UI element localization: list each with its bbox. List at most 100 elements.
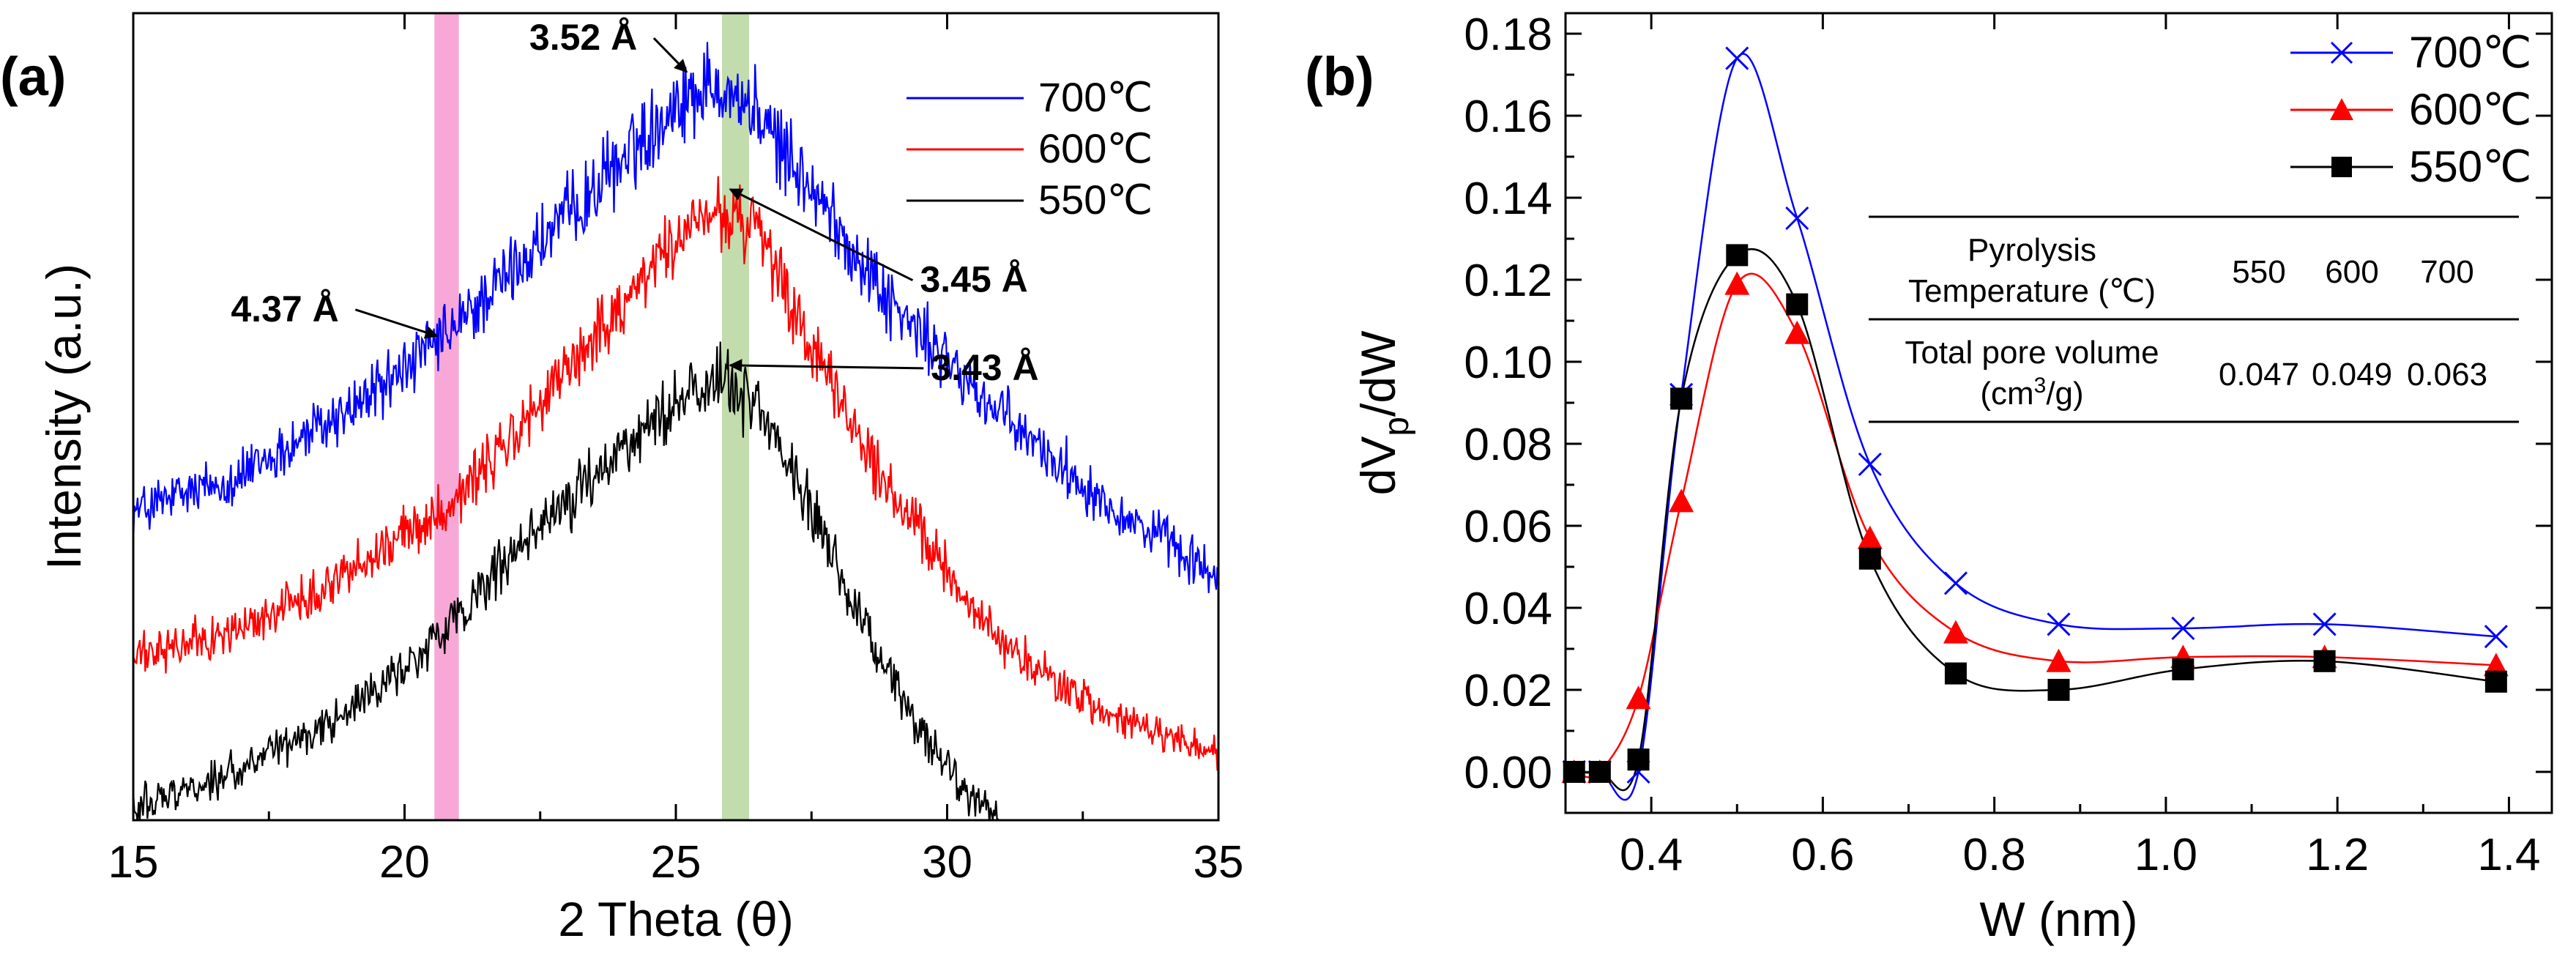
legend-label-b: 600℃ <box>2409 85 2532 134</box>
x-tick-label-b: 1.0 <box>2134 830 2197 880</box>
x-axis-title-b: W (nm) <box>1979 892 2137 946</box>
marker-square <box>1588 761 1611 783</box>
table-cell: 0.063 <box>2407 357 2487 393</box>
table-row2-unit-tail: /g) <box>2046 376 2083 412</box>
plot-area-b <box>1574 53 2497 801</box>
y-tick-label-b: 0.06 <box>1464 502 1552 552</box>
panel-a: 15 20 25 30 35 2 Theta (θ) Intensity (a.u.) (a)… <box>0 12 1244 946</box>
series-curve-2 <box>1574 248 2497 792</box>
y-tick-label-b: 0.12 <box>1464 256 1552 306</box>
marker-square <box>1944 662 1967 685</box>
legend-b: 700℃ 600℃ 550℃ <box>2290 28 2532 191</box>
table-row2-label: (cm3/g) <box>1980 373 2083 412</box>
table-row1-label: Temperature (℃) <box>1908 273 2156 309</box>
x-axis-title-a: 2 Theta (θ) <box>558 892 794 946</box>
marker-triangle <box>1724 271 1750 295</box>
marker-x <box>1943 571 1968 595</box>
annotation-label: 3.52 Å <box>529 17 637 58</box>
y-tick-label-b: 0.00 <box>1464 748 1552 798</box>
y-tick-label-b: 0.02 <box>1464 666 1552 716</box>
table-cell: 600 <box>2325 254 2378 290</box>
table-row2-unit-sup: 3 <box>2034 373 2047 398</box>
annotation-arrow <box>729 188 914 282</box>
y-axis-title-b: dVp/dW <box>1351 330 1416 495</box>
plot-area-a <box>133 42 1218 820</box>
annotation-label: 4.37 Å <box>231 289 338 330</box>
marker-triangle <box>2046 648 2071 672</box>
table-cell: 0.047 <box>2219 357 2299 393</box>
panel-b: 0.00 0.02 0.04 0.06 0.08 0.10 0.12 0.14 0.16 0.18… <box>1305 10 2553 946</box>
marker-x <box>2312 612 2337 636</box>
marker-triangle <box>1943 620 1968 644</box>
marker-triangle <box>1626 685 1651 710</box>
marker-square <box>1726 244 1749 267</box>
annotation-arrow <box>354 308 439 339</box>
marker-square <box>1563 761 1585 783</box>
y-axis-title-tail: /dW <box>1351 330 1405 417</box>
x-tick-label-a: 25 <box>651 837 701 888</box>
marker-square <box>2172 658 2195 680</box>
x-tick-label-b: 1.4 <box>2477 830 2540 880</box>
marker-square <box>2313 650 2336 672</box>
marker-square <box>1858 547 1881 570</box>
table-row1-label: Pyrolysis <box>1968 232 2096 268</box>
marker-x <box>1858 452 1882 477</box>
marker-square <box>1786 293 1809 316</box>
annotation-label: 3.43 Å <box>931 347 1038 388</box>
series-curve-0 <box>1574 53 2496 801</box>
marker-triangle <box>1857 525 1883 549</box>
highlight-band-pink <box>434 13 459 820</box>
plot-frame-b <box>1564 12 2553 814</box>
series-line-0 <box>133 42 1218 593</box>
y-tick-label-b: 0.14 <box>1464 174 1552 224</box>
y-tick-label-b: 0.10 <box>1464 338 1552 388</box>
marker-square <box>2331 157 2352 177</box>
legend-label-b: 700℃ <box>2409 28 2532 77</box>
series-line-1 <box>133 176 1218 771</box>
y-tick-label-b: 0.08 <box>1464 420 1552 470</box>
highlight-band-green <box>721 13 750 820</box>
marker-x <box>2047 612 2071 636</box>
marker-square <box>2484 670 2507 693</box>
marker-triangle <box>2483 652 2509 677</box>
marker-square <box>1627 748 1650 771</box>
x-tick-label-b: 0.6 <box>1791 830 1854 880</box>
panel-label-a: (a) <box>0 46 66 107</box>
annotation-arrow <box>729 359 924 373</box>
x-tick-label-a: 15 <box>108 837 159 888</box>
marker-x <box>2484 625 2508 649</box>
marker-x <box>2171 616 2195 641</box>
x-tick-label-b: 0.4 <box>1620 830 1683 880</box>
series-line-2 <box>133 341 999 820</box>
x-tick-label-a: 20 <box>379 837 430 888</box>
marker-x <box>2330 41 2353 64</box>
y-tick-label-b: 0.04 <box>1464 584 1552 634</box>
table-row2-unit-main: (cm <box>1980 376 2033 412</box>
marker-triangle <box>1669 488 1694 513</box>
legend-a: 700℃ 600℃ 550℃ <box>907 74 1153 223</box>
marker-x <box>1785 206 1809 231</box>
marker-square <box>1670 387 1693 410</box>
x-tick-label-a: 35 <box>1194 837 1244 888</box>
marker-triangle <box>2330 98 2353 120</box>
y-axis-title-sub: p <box>1377 417 1416 436</box>
annotation-arrow <box>652 37 688 73</box>
y-tick-label-b: 0.18 <box>1464 10 1552 60</box>
table-row2-label: Total pore volume <box>1905 335 2159 371</box>
marker-square <box>2047 679 2070 701</box>
x-tick-label-b: 1.2 <box>2306 830 2369 880</box>
panel-label-b: (b) <box>1305 46 1374 107</box>
marker-x <box>1725 46 1749 70</box>
y-axis-title-a: Intensity (a.u.) <box>37 264 91 570</box>
y-axis-title-main: dV <box>1351 436 1405 496</box>
legend-label-a: 600℃ <box>1038 125 1153 171</box>
legend-label-a: 550℃ <box>1038 176 1153 223</box>
x-tick-label-b: 0.8 <box>1963 830 2026 880</box>
y-tick-label-b: 0.16 <box>1464 92 1552 142</box>
marker-triangle <box>1784 320 1810 344</box>
inset-table: Pyrolysis Temperature (℃) 550 600 700 Total p… <box>1869 215 2519 423</box>
annotation-label: 3.45 Å <box>920 259 1027 300</box>
x-tick-label-a: 30 <box>922 837 972 888</box>
legend-label-b: 550℃ <box>2409 142 2532 191</box>
